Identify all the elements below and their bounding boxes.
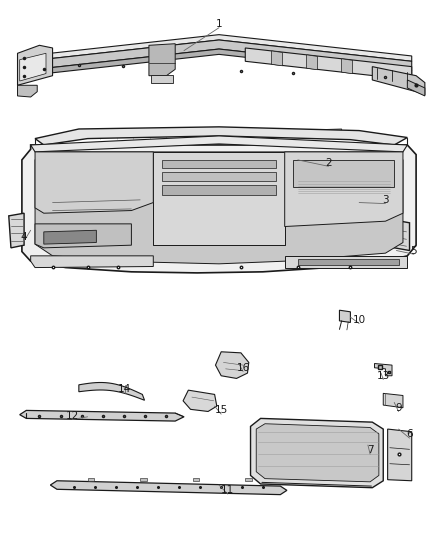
- Text: 13: 13: [377, 371, 390, 381]
- Polygon shape: [342, 59, 353, 74]
- Polygon shape: [183, 390, 217, 411]
- Polygon shape: [26, 49, 412, 76]
- Text: 7: 7: [367, 446, 374, 455]
- Polygon shape: [20, 410, 184, 421]
- Polygon shape: [193, 478, 199, 481]
- Polygon shape: [245, 48, 412, 80]
- Polygon shape: [232, 129, 342, 135]
- Polygon shape: [407, 80, 425, 96]
- Polygon shape: [245, 478, 252, 481]
- Polygon shape: [162, 160, 276, 168]
- Polygon shape: [293, 160, 394, 187]
- Polygon shape: [9, 213, 24, 248]
- Polygon shape: [31, 136, 407, 152]
- Polygon shape: [88, 478, 94, 481]
- Text: 4: 4: [21, 232, 28, 242]
- Polygon shape: [151, 75, 173, 83]
- Polygon shape: [18, 85, 37, 97]
- Polygon shape: [298, 259, 399, 265]
- Polygon shape: [162, 172, 276, 181]
- Polygon shape: [385, 219, 410, 251]
- Polygon shape: [285, 256, 407, 268]
- Polygon shape: [22, 145, 416, 273]
- Polygon shape: [31, 256, 153, 268]
- Text: 3: 3: [382, 195, 389, 205]
- Polygon shape: [307, 55, 318, 70]
- Polygon shape: [35, 152, 153, 213]
- Text: 15: 15: [215, 406, 228, 415]
- Text: 2: 2: [325, 158, 332, 167]
- Polygon shape: [272, 51, 283, 66]
- Polygon shape: [285, 152, 403, 227]
- Text: 14: 14: [118, 384, 131, 394]
- Polygon shape: [251, 418, 383, 488]
- Polygon shape: [35, 224, 131, 248]
- Polygon shape: [162, 185, 276, 195]
- Polygon shape: [26, 40, 412, 70]
- Text: 16: 16: [237, 363, 250, 373]
- Polygon shape: [44, 230, 96, 244]
- Polygon shape: [20, 53, 46, 81]
- Polygon shape: [215, 352, 249, 378]
- Polygon shape: [35, 127, 407, 145]
- Polygon shape: [374, 364, 392, 376]
- Text: 5: 5: [410, 246, 417, 255]
- Polygon shape: [149, 44, 175, 76]
- Polygon shape: [35, 152, 403, 264]
- Polygon shape: [79, 383, 145, 400]
- Polygon shape: [50, 481, 287, 495]
- Text: 9: 9: [395, 403, 402, 413]
- Polygon shape: [339, 310, 350, 322]
- Polygon shape: [372, 67, 425, 95]
- Polygon shape: [26, 35, 412, 61]
- Polygon shape: [383, 393, 403, 408]
- Text: 1: 1: [215, 19, 223, 29]
- Text: 10: 10: [353, 315, 366, 325]
- Text: 11: 11: [221, 486, 234, 495]
- Text: 6: 6: [406, 430, 413, 439]
- Polygon shape: [388, 429, 412, 481]
- Polygon shape: [256, 424, 379, 482]
- Polygon shape: [153, 152, 285, 245]
- Polygon shape: [79, 130, 188, 139]
- Text: 12: 12: [66, 411, 79, 421]
- Polygon shape: [140, 478, 147, 481]
- Polygon shape: [18, 45, 53, 85]
